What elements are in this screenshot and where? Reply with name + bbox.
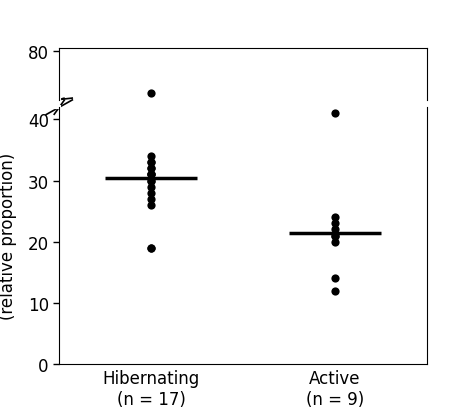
Point <box>147 245 155 252</box>
Point <box>147 114 155 120</box>
Point <box>147 178 155 184</box>
Point <box>147 119 155 126</box>
Point <box>147 117 155 123</box>
Point <box>147 118 155 124</box>
Point <box>331 140 338 146</box>
Point <box>331 132 338 138</box>
Point <box>331 130 338 137</box>
Point <box>147 160 155 166</box>
Point <box>331 227 338 233</box>
Point <box>147 115 155 121</box>
Point <box>331 233 338 239</box>
Point <box>147 123 155 130</box>
Point <box>331 130 338 137</box>
Point <box>331 275 338 282</box>
Point <box>331 126 338 133</box>
Point <box>147 117 155 123</box>
Point <box>147 112 155 119</box>
Point <box>331 220 338 227</box>
Point <box>147 115 155 121</box>
Point <box>331 111 338 117</box>
Point <box>147 122 155 128</box>
Point <box>147 184 155 191</box>
Y-axis label: Ursodeoxycholic acid
(relative proportion): Ursodeoxycholic acid (relative proportio… <box>0 148 17 324</box>
Point <box>147 172 155 178</box>
Point <box>147 133 155 139</box>
Point <box>147 56 155 63</box>
Point <box>147 172 155 178</box>
Point <box>147 190 155 197</box>
Point <box>331 233 338 239</box>
Point <box>147 202 155 209</box>
Point <box>147 178 155 184</box>
Point <box>147 172 155 178</box>
Point <box>147 118 155 124</box>
Point <box>331 103 338 109</box>
Point <box>147 245 155 252</box>
Point <box>331 239 338 245</box>
Point <box>331 288 338 294</box>
Point <box>331 128 338 134</box>
Point <box>147 196 155 203</box>
Point <box>331 214 338 221</box>
Point <box>331 129 338 135</box>
Point <box>147 121 155 127</box>
Point <box>147 133 155 139</box>
Point <box>147 160 155 166</box>
Point <box>331 143 338 149</box>
Point <box>147 90 155 97</box>
Point <box>147 114 155 120</box>
Point <box>147 166 155 172</box>
Point <box>147 117 155 123</box>
Point <box>147 166 155 172</box>
Point <box>147 153 155 160</box>
